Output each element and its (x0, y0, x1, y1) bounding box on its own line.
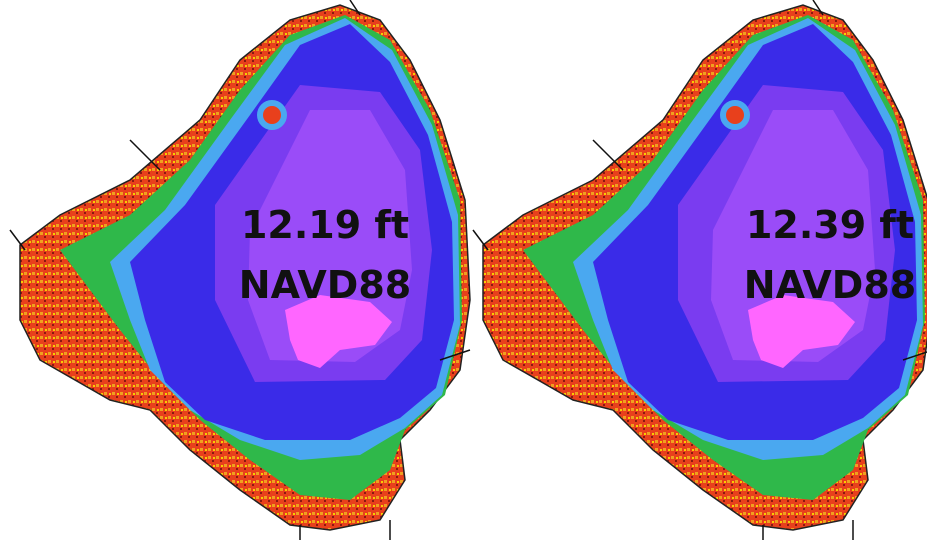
datum-label: NAVD88 (239, 263, 411, 307)
stage-label: 12.39 ft (746, 203, 914, 247)
page: 12.19 ft NAVD88 12.39 ft NAVD88 (() => {… (0, 0, 927, 555)
datum-label: NAVD88 (744, 263, 916, 307)
maps: 12.19 ft NAVD88 12.39 ft NAVD88 (0, 0, 927, 555)
stage-label: 12.19 ft (241, 203, 409, 247)
